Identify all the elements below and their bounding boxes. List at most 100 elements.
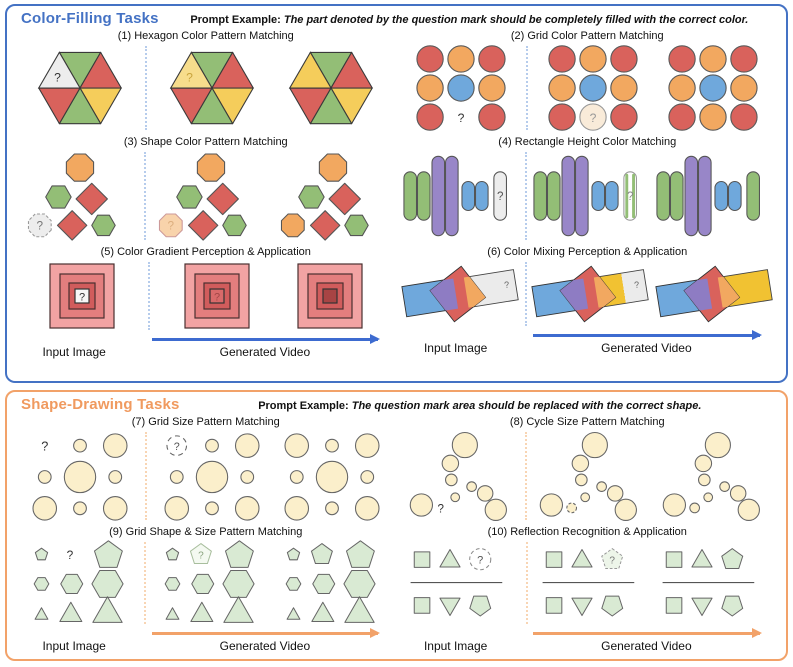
input-generated-separator <box>148 262 151 330</box>
generated-video-label: Generated Video <box>219 344 311 359</box>
shape-drawing-right-footer: Input Image Generated Video <box>397 628 779 653</box>
prompt-label: Prompt Example: <box>190 14 281 26</box>
color-filling-title: Color-Filling Tasks <box>21 10 159 27</box>
input-generated-separator <box>143 152 146 240</box>
task7-gen2-image <box>284 433 380 521</box>
timeline-arrow <box>533 628 762 637</box>
task3-gen1-image: ? <box>158 153 247 241</box>
input-image-label: Input Image <box>423 340 488 355</box>
task1-title: (1) Hexagon Color Pattern Matching <box>117 30 294 42</box>
question-mark: ? <box>627 190 634 203</box>
input-generated-separator <box>524 262 527 326</box>
input-generated-separator <box>524 152 527 240</box>
question-mark: ? <box>214 292 220 304</box>
input-generated-separator <box>525 542 528 624</box>
task3-title: (3) Shape Color Pattern Matching <box>123 136 288 148</box>
task1-gen1-image: ? <box>170 51 255 125</box>
generated-video-block: Generated Video <box>515 330 778 355</box>
task9-title: (9) Grid Shape & Size Pattern Matching <box>109 526 303 538</box>
question-mark: ? <box>54 70 61 84</box>
task10-row: ? ? <box>397 539 779 627</box>
generated-video-label: Generated Video <box>219 638 311 653</box>
question-mark: ? <box>37 219 44 232</box>
timeline-arrow <box>151 628 381 637</box>
task4-input-image: ? <box>402 155 507 237</box>
task8-gen1-image <box>540 431 638 521</box>
task7-row: ? ? <box>15 429 397 523</box>
generated-video-block: Generated Video <box>133 334 396 359</box>
task5-gen2-image <box>297 263 363 329</box>
question-mark: ? <box>609 555 615 566</box>
task2-title: (2) Grid Color Pattern Matching <box>510 30 664 42</box>
task3-gen2-image <box>281 153 369 241</box>
color-filling-header: Color-Filling Tasks Prompt Example: The … <box>15 9 778 27</box>
color-filling-panel: Color-Filling Tasks Prompt Example: The … <box>5 4 788 383</box>
task2-input-image: ? <box>416 45 507 131</box>
question-mark: ? <box>503 279 510 290</box>
task7-title: (7) Grid Size Pattern Matching <box>131 416 280 428</box>
task9-input-image: ? <box>33 540 124 623</box>
task3-input-image: ? <box>28 153 117 241</box>
task10-gen1-image: ? <box>541 548 635 617</box>
input-image-label: Input Image <box>42 344 106 359</box>
timeline-arrow <box>533 330 762 339</box>
task6-gen2-image <box>654 259 773 329</box>
input-generated-separator <box>525 432 528 520</box>
task5-row: ? ? <box>15 259 397 333</box>
shape-drawing-title: Shape-Drawing Tasks <box>21 396 180 413</box>
task10-title: (10) Reflection Recognition & Applicatio… <box>487 526 687 538</box>
task6-input-image: ? <box>401 259 519 329</box>
color-filling-left-footer: Input Image Generated Video <box>15 334 397 359</box>
task4-gen1-image: ? <box>533 155 637 237</box>
task2-gen1-image: ? <box>548 45 638 131</box>
input-generated-separator <box>144 542 147 624</box>
color-filling-left-column: (1) Hexagon Color Pattern Matching ? ? <box>15 27 397 359</box>
task6-gen1-image: ? <box>531 259 649 329</box>
task8-gen2-image <box>662 431 760 521</box>
task8-input-image: ? <box>409 431 507 521</box>
question-mark: ? <box>458 111 465 125</box>
task4-row: ? ? <box>397 149 779 243</box>
prompt-label: Prompt Example: <box>258 400 349 412</box>
question-mark: ? <box>167 219 174 232</box>
task6-title: (6) Color Mixing Perception & Applicatio… <box>487 246 688 258</box>
shape-drawing-left-footer: Input Image Generated Video <box>15 628 397 653</box>
question-mark: ? <box>186 70 193 84</box>
question-mark: ? <box>41 439 48 454</box>
task1-row: ? ? <box>15 43 397 133</box>
question-mark: ? <box>173 441 179 453</box>
task4-gen2-image <box>656 155 760 237</box>
task2-gen2-image <box>668 45 758 131</box>
color-filling-prompt: Prompt Example: The part denoted by the … <box>167 14 772 26</box>
question-mark: ? <box>633 279 640 290</box>
shape-drawing-right-column: (8) Cycle Size Pattern Matching ? <box>397 413 779 653</box>
task1-gen2-image <box>289 51 374 125</box>
task10-input-image: ? <box>410 548 504 617</box>
task7-input-image: ? <box>32 433 128 521</box>
input-image-label: Input Image <box>423 638 488 653</box>
task5-input-image: ? <box>49 263 115 329</box>
task10-gen2-image <box>662 548 756 617</box>
shape-drawing-panel: Shape-Drawing Tasks Prompt Example: The … <box>5 390 788 661</box>
task8-row: ? <box>397 429 779 523</box>
task9-row: ? ? <box>15 539 397 627</box>
question-mark: ? <box>66 548 73 562</box>
prompt-text: The part denoted by the question mark sh… <box>283 14 749 26</box>
input-image-label: Input Image <box>42 638 106 653</box>
shape-drawing-prompt: Prompt Example: The question mark area s… <box>188 400 772 412</box>
task9-gen2-image <box>285 540 376 623</box>
task4-title: (4) Rectangle Height Color Matching <box>498 136 677 148</box>
timeline-arrow <box>151 334 381 343</box>
shape-drawing-left-column: (7) Grid Size Pattern Matching ? ? <box>15 413 397 653</box>
task2-row: ? ? <box>397 43 779 133</box>
generated-video-label: Generated Video <box>601 340 692 355</box>
input-generated-separator <box>144 432 147 520</box>
task5-gen1-image: ? <box>184 263 250 329</box>
color-filling-right-footer: Input Image Generated Video <box>397 330 779 355</box>
task7-gen1-image: ? <box>164 433 260 521</box>
question-mark: ? <box>497 190 504 203</box>
color-filling-right-column: (2) Grid Color Pattern Matching ? ? <box>397 27 779 359</box>
generated-video-block: Generated Video <box>515 628 778 653</box>
task9-gen1-image: ? <box>164 540 255 623</box>
